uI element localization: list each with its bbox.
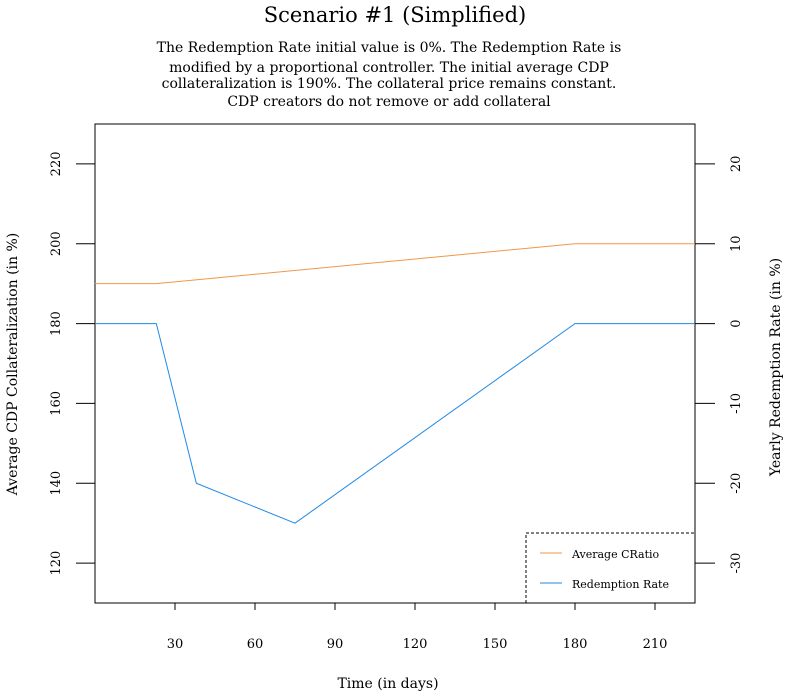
x-tick-label: 210 (643, 637, 668, 652)
x-tick-label: 150 (483, 637, 508, 652)
y-left-tick-label: 160 (49, 391, 64, 416)
x-tick-label: 90 (327, 637, 344, 652)
y-left-tick-label: 180 (49, 311, 64, 336)
chart-subtitle-line-1: The Redemption Rate initial value is 0%.… (157, 40, 622, 56)
x-tick-label: 30 (167, 637, 184, 652)
legend: Average CRatio Redemption Rate (525, 532, 695, 603)
y-right-tick-label: -20 (729, 473, 744, 494)
y-left-axis: 120 140 160 180 200 220 (49, 152, 95, 576)
y-left-axis-label: Average CDP Collateralization (in %) (5, 233, 21, 497)
y-right-tick-label: -10 (729, 393, 744, 414)
y-right-tick-label: 10 (729, 235, 744, 252)
y-left-tick-label: 220 (49, 152, 64, 177)
chart-title: Scenario #1 (Simplified) (264, 3, 526, 27)
x-axis-label: Time (in days) (337, 676, 438, 692)
x-tick-label: 180 (563, 637, 588, 652)
plot-frame (94, 123, 696, 604)
series-layer (95, 243, 695, 524)
chart-subtitle-line-4: CDP creators do not remove or add collat… (227, 94, 551, 110)
y-right-tick-label: 20 (729, 156, 744, 173)
legend-label-redemption-rate: Redemption Rate (572, 578, 669, 591)
x-tick-label: 60 (247, 637, 264, 652)
x-tick-label: 120 (403, 637, 428, 652)
chart-subtitle-line-3: collateralization is 190%. The collatera… (162, 76, 617, 92)
y-right-tick-label: 0 (729, 319, 744, 327)
legend-label-average-cratio: Average CRatio (571, 548, 660, 561)
y-right-axis: -30 -20 -10 0 10 20 (695, 156, 744, 574)
y-right-axis-label: Yearly Redemption Rate (in %) (768, 258, 784, 477)
legend-box (525, 532, 695, 603)
y-left-tick-label: 140 (49, 471, 64, 496)
series-line-redemption-rate (95, 323, 695, 524)
y-left-tick-label: 120 (49, 551, 64, 576)
x-axis: 30 60 90 120 150 180 210 (167, 603, 668, 652)
y-left-tick-label: 200 (49, 231, 64, 256)
y-right-tick-label: -30 (729, 553, 744, 574)
chart-subtitle-line-2: modified by a proportional controller. T… (169, 60, 609, 76)
series-line-average-cratio (95, 243, 695, 285)
